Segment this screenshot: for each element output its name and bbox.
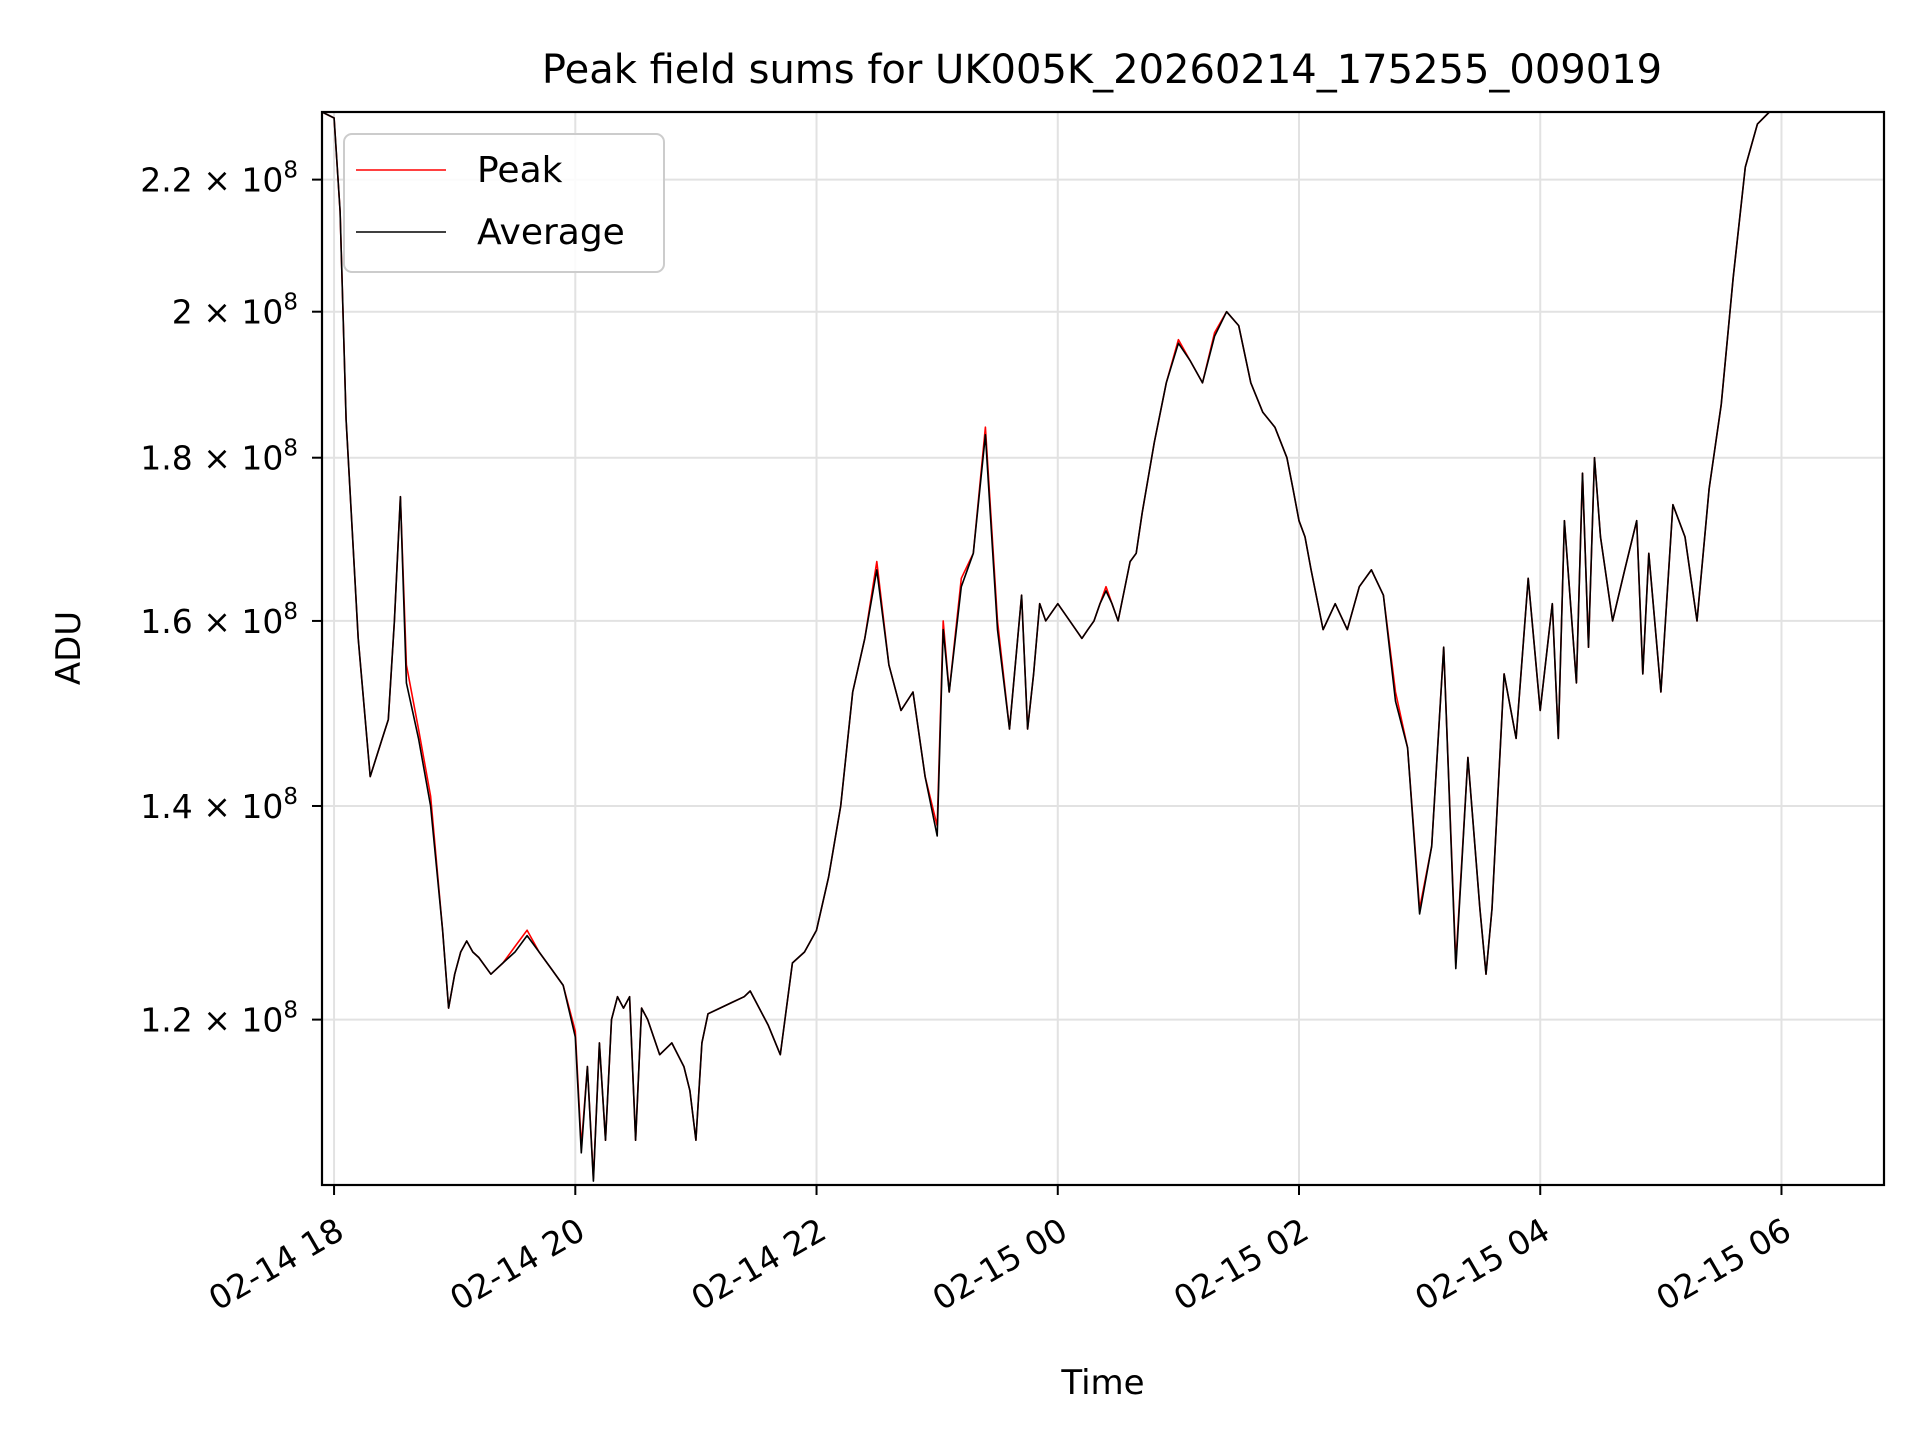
y-tick-label: 2.2 × 108	[140, 158, 298, 200]
y-tick-label: 2 × 108	[172, 290, 298, 332]
y-axis-label: ADU	[49, 611, 89, 685]
chart-title: Peak field sums for UK005K_20260214_1752…	[542, 47, 1662, 93]
y-tick-label: 1.6 × 108	[140, 599, 298, 641]
legend-box	[343, 133, 665, 273]
y-tick-label: 1.2 × 108	[140, 998, 298, 1040]
y-tick-label: 1.4 × 108	[140, 784, 298, 826]
y-tick-label: 1.8 × 108	[140, 436, 298, 478]
series-lines	[321, 111, 1770, 1182]
legend-peak-label: Peak	[477, 150, 563, 191]
x-axis-label: Time	[1060, 1363, 1144, 1403]
series-line-average	[321, 111, 1770, 1182]
grid-lines	[322, 112, 1884, 1185]
legend-average-label: Average	[477, 212, 625, 253]
plot-area-frame	[320, 110, 1886, 1187]
y-axis-ticks: 1.2 × 108 1.4 × 108 1.6 × 108 1.8 × 108 2 × …	[140, 158, 322, 1040]
legend: Peak Average	[343, 133, 665, 273]
